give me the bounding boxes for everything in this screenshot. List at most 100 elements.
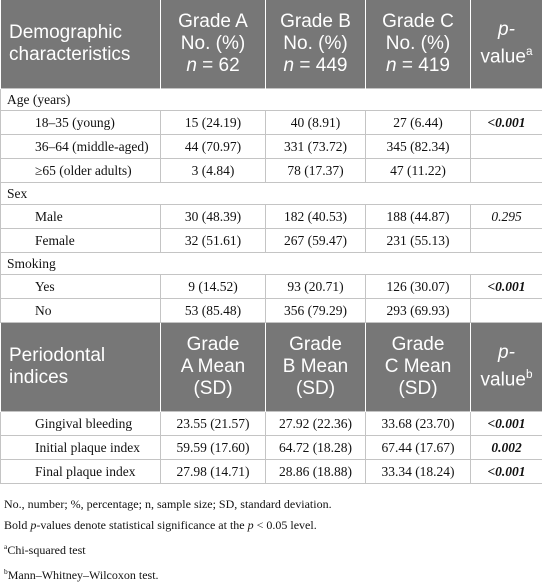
- cell: 182 (40.53): [266, 205, 366, 229]
- cell: No: [1, 299, 161, 323]
- cell: 15 (24.19): [161, 111, 266, 135]
- header-line: valuea: [477, 41, 536, 68]
- cell: 293 (69.93): [366, 299, 471, 323]
- text: (SD): [193, 378, 232, 399]
- cell: 67.44 (17.67): [366, 436, 471, 460]
- text: Demographic: [9, 22, 122, 43]
- text: (SD): [296, 378, 335, 399]
- cell: 32 (51.61): [161, 229, 266, 253]
- header-line: (SD): [372, 378, 464, 400]
- header-line: Demographic: [9, 22, 154, 44]
- superscript: a: [526, 45, 533, 58]
- text: B Mean: [283, 356, 348, 377]
- row: 18–35 (young)15 (24.19)40 (8.91)27 (6.44…: [1, 111, 542, 135]
- cell: <0.001: [471, 412, 542, 436]
- text: Grade C: [382, 11, 454, 32]
- text: = 449: [294, 55, 347, 76]
- text: C Mean: [385, 356, 452, 377]
- cell: 93 (20.71): [266, 275, 366, 299]
- text: < 0.05 level.: [254, 518, 317, 532]
- cell: 331 (73.72): [266, 135, 366, 159]
- text: A Mean: [181, 356, 245, 377]
- header-line: C Mean: [372, 356, 464, 378]
- header-line: Grade B: [272, 11, 359, 33]
- cell: 231 (55.13): [366, 229, 471, 253]
- cell: 9 (14.52): [161, 275, 266, 299]
- footnote: aChi-squared test: [4, 536, 538, 561]
- cell: 27 (6.44): [366, 111, 471, 135]
- text: = 62: [197, 55, 240, 76]
- section-row: Smoking: [1, 253, 542, 275]
- header-line: valueb: [477, 364, 536, 391]
- text: Grade: [187, 334, 240, 355]
- cell: 40 (8.91): [266, 111, 366, 135]
- row: ≥65 (older adults)3 (4.84)78 (17.37)47 (…: [1, 159, 542, 183]
- text: Bold: [4, 518, 30, 532]
- cell: 78 (17.37): [266, 159, 366, 183]
- cell: 356 (79.29): [266, 299, 366, 323]
- cell: [471, 229, 542, 253]
- cell: 23.55 (21.57): [161, 412, 266, 436]
- cell: Gingival bleeding: [1, 412, 161, 436]
- header-cell: p-valueb: [471, 323, 542, 412]
- text: Grade: [392, 334, 445, 355]
- cell: Final plaque index: [1, 460, 161, 484]
- cell: ≥65 (older adults): [1, 159, 161, 183]
- cell: Female: [1, 229, 161, 253]
- section-row: Age (years): [1, 89, 542, 111]
- cell: 33.34 (18.24): [366, 460, 471, 484]
- cell: 44 (70.97): [161, 135, 266, 159]
- text: Chi-squared test: [7, 543, 85, 557]
- cell: 64.72 (18.28): [266, 436, 366, 460]
- text: n: [284, 55, 295, 76]
- cell: 3 (4.84): [161, 159, 266, 183]
- header-line: p-: [477, 19, 536, 41]
- header-line: (SD): [167, 378, 259, 400]
- text: Mann–Whitney–Wilcoxon test.: [8, 568, 159, 582]
- header-line: p-: [477, 342, 536, 364]
- header-line: indices: [9, 367, 154, 389]
- text: indices: [9, 367, 68, 388]
- text: (SD): [398, 378, 437, 399]
- text: p-: [498, 19, 515, 40]
- footnote: No., number; %, percentage; n, sample si…: [4, 494, 538, 515]
- cell: 0.002: [471, 436, 542, 460]
- header-line: Grade: [167, 334, 259, 356]
- header-line: No. (%): [167, 33, 259, 55]
- cell: 30 (48.39): [161, 205, 266, 229]
- text: n: [386, 55, 397, 76]
- text: Grade B: [280, 11, 351, 32]
- cell: 27.98 (14.71): [161, 460, 266, 484]
- section-title: Sex: [1, 183, 542, 205]
- header-line: n = 62: [167, 55, 259, 77]
- text: Periodontal: [9, 345, 105, 366]
- cell: 267 (59.47): [266, 229, 366, 253]
- cell: Yes: [1, 275, 161, 299]
- header-cell: p-valuea: [471, 0, 542, 89]
- cell: 28.86 (18.88): [266, 460, 366, 484]
- text: Grade: [289, 334, 342, 355]
- text: No. (%): [386, 33, 450, 54]
- header-line: Grade A: [167, 11, 259, 33]
- cell: 47 (11.22): [366, 159, 471, 183]
- cell: [471, 135, 542, 159]
- header-line: Grade C: [372, 11, 464, 33]
- cell: Male: [1, 205, 161, 229]
- header-line: Grade: [372, 334, 464, 356]
- header-line: Grade: [272, 334, 359, 356]
- cell: 18–35 (young): [1, 111, 161, 135]
- cell: 27.92 (22.36): [266, 412, 366, 436]
- cell: 59.59 (17.60): [161, 436, 266, 460]
